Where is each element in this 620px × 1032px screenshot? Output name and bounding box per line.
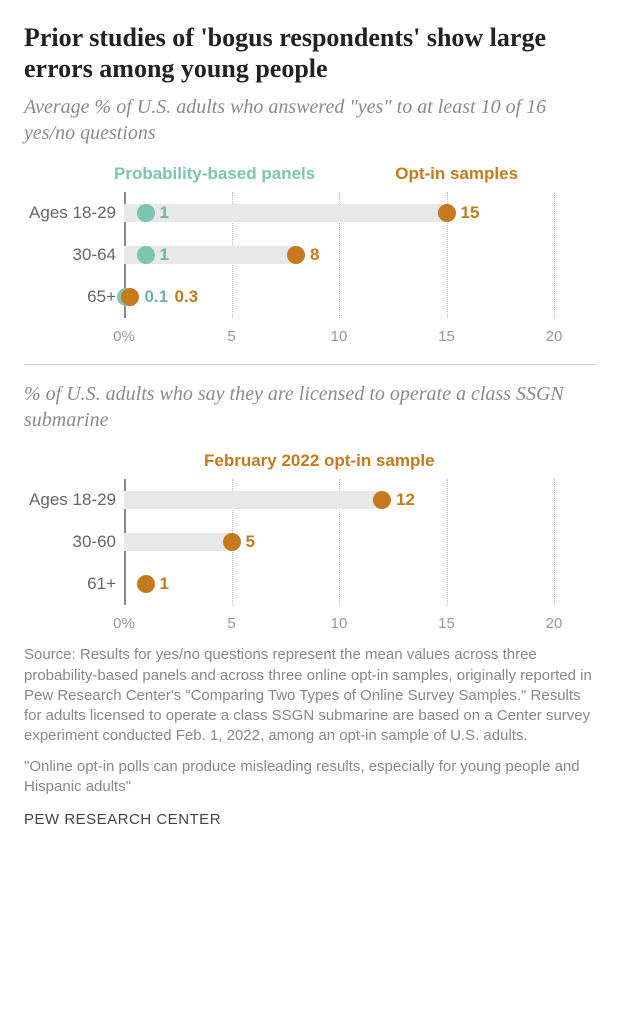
optin-value: 15 bbox=[461, 203, 480, 223]
chart-row: 30-6418 bbox=[124, 234, 554, 276]
optin-dot bbox=[373, 491, 391, 509]
prob-value: 0.1 bbox=[144, 287, 168, 307]
optin-value: 5 bbox=[246, 532, 255, 552]
prob-value: 1 bbox=[160, 203, 169, 223]
source-text: Source: Results for yes/no questions rep… bbox=[24, 645, 596, 746]
chart1-xaxis: 0%5101520 bbox=[124, 326, 554, 350]
footer-attribution: PEW RESEARCH CENTER bbox=[24, 811, 596, 828]
chart2-xaxis: 0%5101520 bbox=[124, 613, 554, 637]
legend-prob: Probability-based panels bbox=[114, 164, 315, 184]
xtick: 20 bbox=[546, 328, 563, 345]
optin-value: 8 bbox=[310, 245, 319, 265]
chart-row: 61+1 bbox=[124, 563, 554, 605]
legend-optin-2: February 2022 opt-in sample bbox=[204, 451, 435, 471]
optin-dot bbox=[287, 246, 305, 264]
chart2-subtitle: % of U.S. adults who say they are licens… bbox=[24, 381, 596, 433]
chart-row: 30-605 bbox=[124, 521, 554, 563]
prob-dot bbox=[137, 204, 155, 222]
prob-value: 1 bbox=[160, 245, 169, 265]
optin-value: 1 bbox=[160, 574, 169, 594]
row-label: 61+ bbox=[20, 574, 116, 594]
chart1-plot: Ages 18-2911530-641865+0.10.3 bbox=[124, 192, 554, 318]
note-text: "Online opt-in polls can produce mislead… bbox=[24, 757, 596, 798]
optin-dot bbox=[223, 533, 241, 551]
xtick: 15 bbox=[438, 328, 455, 345]
legend-optin: Opt-in samples bbox=[395, 164, 518, 184]
optin-dot bbox=[121, 288, 139, 306]
chart-row: 65+0.10.3 bbox=[124, 276, 554, 318]
xtick: 20 bbox=[546, 615, 563, 632]
xtick: 15 bbox=[438, 615, 455, 632]
chart-title: Prior studies of 'bogus respondents' sho… bbox=[24, 22, 596, 84]
chart1-subtitle: Average % of U.S. adults who answered "y… bbox=[24, 94, 596, 146]
xtick: 0% bbox=[113, 615, 135, 632]
chart1-legend: Probability-based panels Opt-in samples bbox=[114, 164, 596, 184]
row-label: Ages 18-29 bbox=[20, 490, 116, 510]
optin-value: 12 bbox=[396, 490, 415, 510]
row-label: 65+ bbox=[20, 287, 116, 307]
xtick: 10 bbox=[331, 328, 348, 345]
row-label: 30-64 bbox=[20, 245, 116, 265]
chart-row: Ages 18-29115 bbox=[124, 192, 554, 234]
prob-dot bbox=[137, 246, 155, 264]
optin-value: 0.3 bbox=[174, 287, 198, 307]
row-label: 30-60 bbox=[20, 532, 116, 552]
xtick: 5 bbox=[227, 615, 235, 632]
xtick: 10 bbox=[331, 615, 348, 632]
row-label: Ages 18-29 bbox=[20, 203, 116, 223]
optin-dot bbox=[438, 204, 456, 222]
chart2-legend: February 2022 opt-in sample bbox=[204, 451, 596, 471]
chart2-plot: Ages 18-291230-60561+1 bbox=[124, 479, 554, 605]
xtick: 5 bbox=[227, 328, 235, 345]
xtick: 0% bbox=[113, 328, 135, 345]
optin-dot bbox=[137, 575, 155, 593]
chart-row: Ages 18-2912 bbox=[124, 479, 554, 521]
divider bbox=[24, 364, 596, 365]
